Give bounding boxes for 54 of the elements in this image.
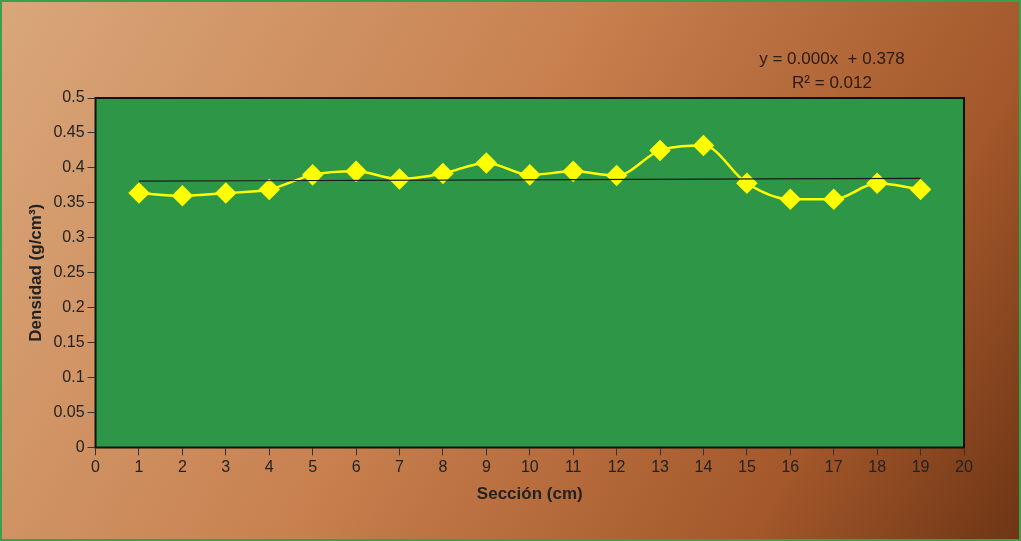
text: R² = 0.012 xyxy=(792,73,872,92)
x-tick-label: 14 xyxy=(694,458,713,476)
point xyxy=(910,179,931,200)
x-tick-label: 6 xyxy=(351,458,361,476)
y-tick-label: 0.3 xyxy=(62,228,85,246)
y-tick-label: 0.05 xyxy=(53,402,85,420)
point xyxy=(823,189,844,210)
text: y = 0.000x + 0.378 xyxy=(759,49,905,68)
y-tick-label: 0.2 xyxy=(62,298,85,316)
x-tick-label: 9 xyxy=(481,458,491,476)
point xyxy=(519,164,541,186)
y-tick-label: 0.15 xyxy=(53,332,85,350)
point xyxy=(476,152,497,174)
point xyxy=(780,189,801,210)
point xyxy=(693,135,714,156)
point xyxy=(432,163,454,184)
y-tick-label: 0.35 xyxy=(53,193,85,211)
x-tick-label: 13 xyxy=(651,458,670,476)
y-tick-label: 0.4 xyxy=(62,158,85,176)
x-tick-label: 8 xyxy=(438,458,448,476)
x-tick-label: 12 xyxy=(607,458,626,476)
x-tick-label: 18 xyxy=(868,458,887,476)
x-tick-label: 20 xyxy=(955,458,973,476)
y-tick-label: 0.5 xyxy=(62,88,85,106)
x-tick-label: 3 xyxy=(221,458,231,476)
y-tick-label: 0 xyxy=(75,437,85,455)
x-tick-label: 4 xyxy=(264,458,274,476)
y-axis-title: Densidad (g/cm³) xyxy=(25,203,45,342)
x-tick-label: 15 xyxy=(737,458,756,476)
x-axis-title: Sección (cm) xyxy=(476,484,583,504)
point xyxy=(258,179,280,200)
x-tick-label: 10 xyxy=(520,458,539,476)
point xyxy=(302,164,323,186)
point xyxy=(606,165,627,186)
x-tick-label: 7 xyxy=(395,458,405,476)
y-tick-label: 0.25 xyxy=(53,263,85,281)
x-tick-label: 1 xyxy=(134,458,144,476)
point xyxy=(562,161,584,182)
point xyxy=(345,161,367,182)
point xyxy=(215,182,237,204)
x-tick-label: 16 xyxy=(781,458,800,476)
point xyxy=(649,140,671,161)
x-tick-label: 17 xyxy=(824,458,843,476)
x-tick-label: 2 xyxy=(177,458,187,476)
y-tick-label: 0.45 xyxy=(53,123,85,141)
point xyxy=(866,173,888,194)
x-tick-label: 5 xyxy=(308,458,318,476)
x-tick-label: 19 xyxy=(911,458,930,476)
point xyxy=(389,168,410,190)
point xyxy=(128,182,150,204)
point xyxy=(172,185,193,207)
x-tick-label: 0 xyxy=(91,458,101,476)
x-tick-label: 11 xyxy=(564,458,582,476)
y-tick-label: 0.1 xyxy=(62,367,85,385)
